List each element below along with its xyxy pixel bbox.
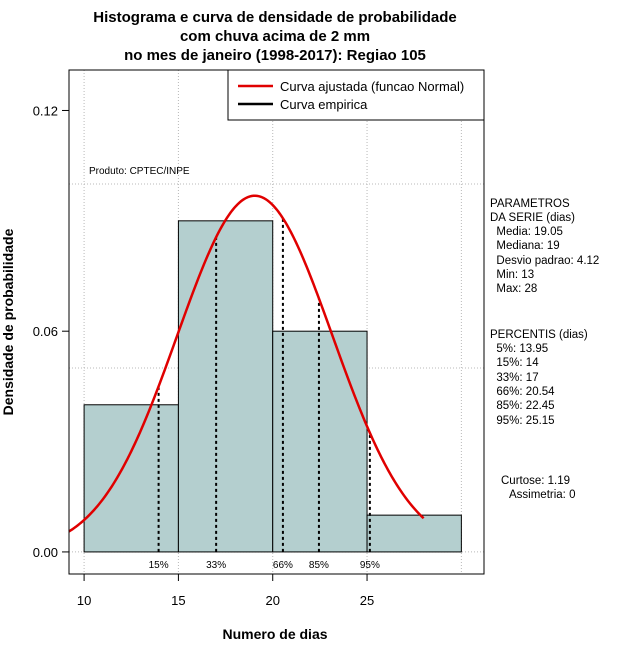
percentil-line: 15%: 14 [490, 357, 539, 369]
percentile-label: 33% [206, 560, 226, 571]
y-tick-label: 0.00 [33, 545, 58, 560]
title-line-1: Histograma e curva de densidade de proba… [93, 9, 456, 26]
percentil-line: 5%: 13.95 [490, 343, 548, 355]
x-tick-label: 25 [360, 593, 374, 608]
param-line: Desvio padrao: 4.12 [490, 255, 599, 267]
param-line: Min: 13 [490, 269, 534, 281]
percentil-line: 85%: 22.45 [490, 400, 555, 412]
y-axis: 0.00 0.06 0.12 [33, 103, 69, 560]
param-line: Media: 19.05 [490, 226, 563, 238]
param-line: DA SERIE (dias) [490, 212, 575, 224]
legend-label-normal: Curva ajustada (funcao Normal) [280, 79, 464, 94]
percentile-lines: 15% 33% 66% 85% 95% [149, 218, 380, 571]
legend-label-empirical: Curva empirica [280, 97, 368, 112]
histogram-bar [366, 514, 462, 553]
param-line: PARAMETROS [490, 198, 570, 210]
percentis-block: PERCENTIS (dias) 5%: 13.95 15%: 14 33%: … [490, 329, 588, 427]
assimetria-text: Assimetria: 0 [509, 489, 575, 501]
x-axis-title: Numero de dias [222, 626, 327, 642]
title-line-3: no mes de janeiro (1998-2017): Regiao 10… [124, 47, 426, 64]
param-line: Mediana: 19 [490, 240, 560, 252]
x-axis: 10 15 20 25 [77, 574, 374, 608]
percentil-line: 33%: 17 [490, 372, 539, 384]
product-annotation: Produto: CPTEC/INPE [89, 166, 190, 177]
param-line: Max: 28 [490, 283, 537, 295]
title-line-2: com chuva acima de 2 mm [180, 28, 370, 45]
parametros-block: PARAMETROS DA SERIE (dias) Media: 19.05 … [490, 198, 599, 295]
percentile-label: 95% [360, 560, 380, 571]
y-tick-label: 0.06 [33, 324, 58, 339]
x-tick-label: 10 [77, 593, 91, 608]
normal-curve [68, 194, 425, 533]
percentil-line: 95%: 25.15 [490, 415, 555, 427]
x-tick-label: 15 [171, 593, 185, 608]
percentil-line: PERCENTIS (dias) [490, 329, 588, 341]
x-tick-label: 20 [265, 593, 279, 608]
curtose-text: Curtose: 1.19 [501, 475, 570, 487]
histogram-bar [83, 404, 179, 553]
histogram-bars [83, 220, 462, 553]
legend-box [227, 69, 485, 121]
percentil-line: 66%: 20.54 [490, 386, 555, 398]
percentile-label: 85% [309, 560, 329, 571]
percentile-label: 15% [149, 560, 169, 571]
y-axis-title: Densidade de probabilidade [0, 228, 16, 415]
percentile-label: 66% [273, 560, 293, 571]
side-panel: PARAMETROS DA SERIE (dias) Media: 19.05 … [490, 198, 599, 501]
chart-title: Histograma e curva de densidade de proba… [93, 9, 456, 64]
y-tick-label: 0.12 [33, 103, 58, 118]
normal-curve-group [68, 194, 425, 533]
legend: Curva ajustada (funcao Normal) Curva emp… [227, 69, 485, 121]
histogram-bar [177, 220, 274, 553]
